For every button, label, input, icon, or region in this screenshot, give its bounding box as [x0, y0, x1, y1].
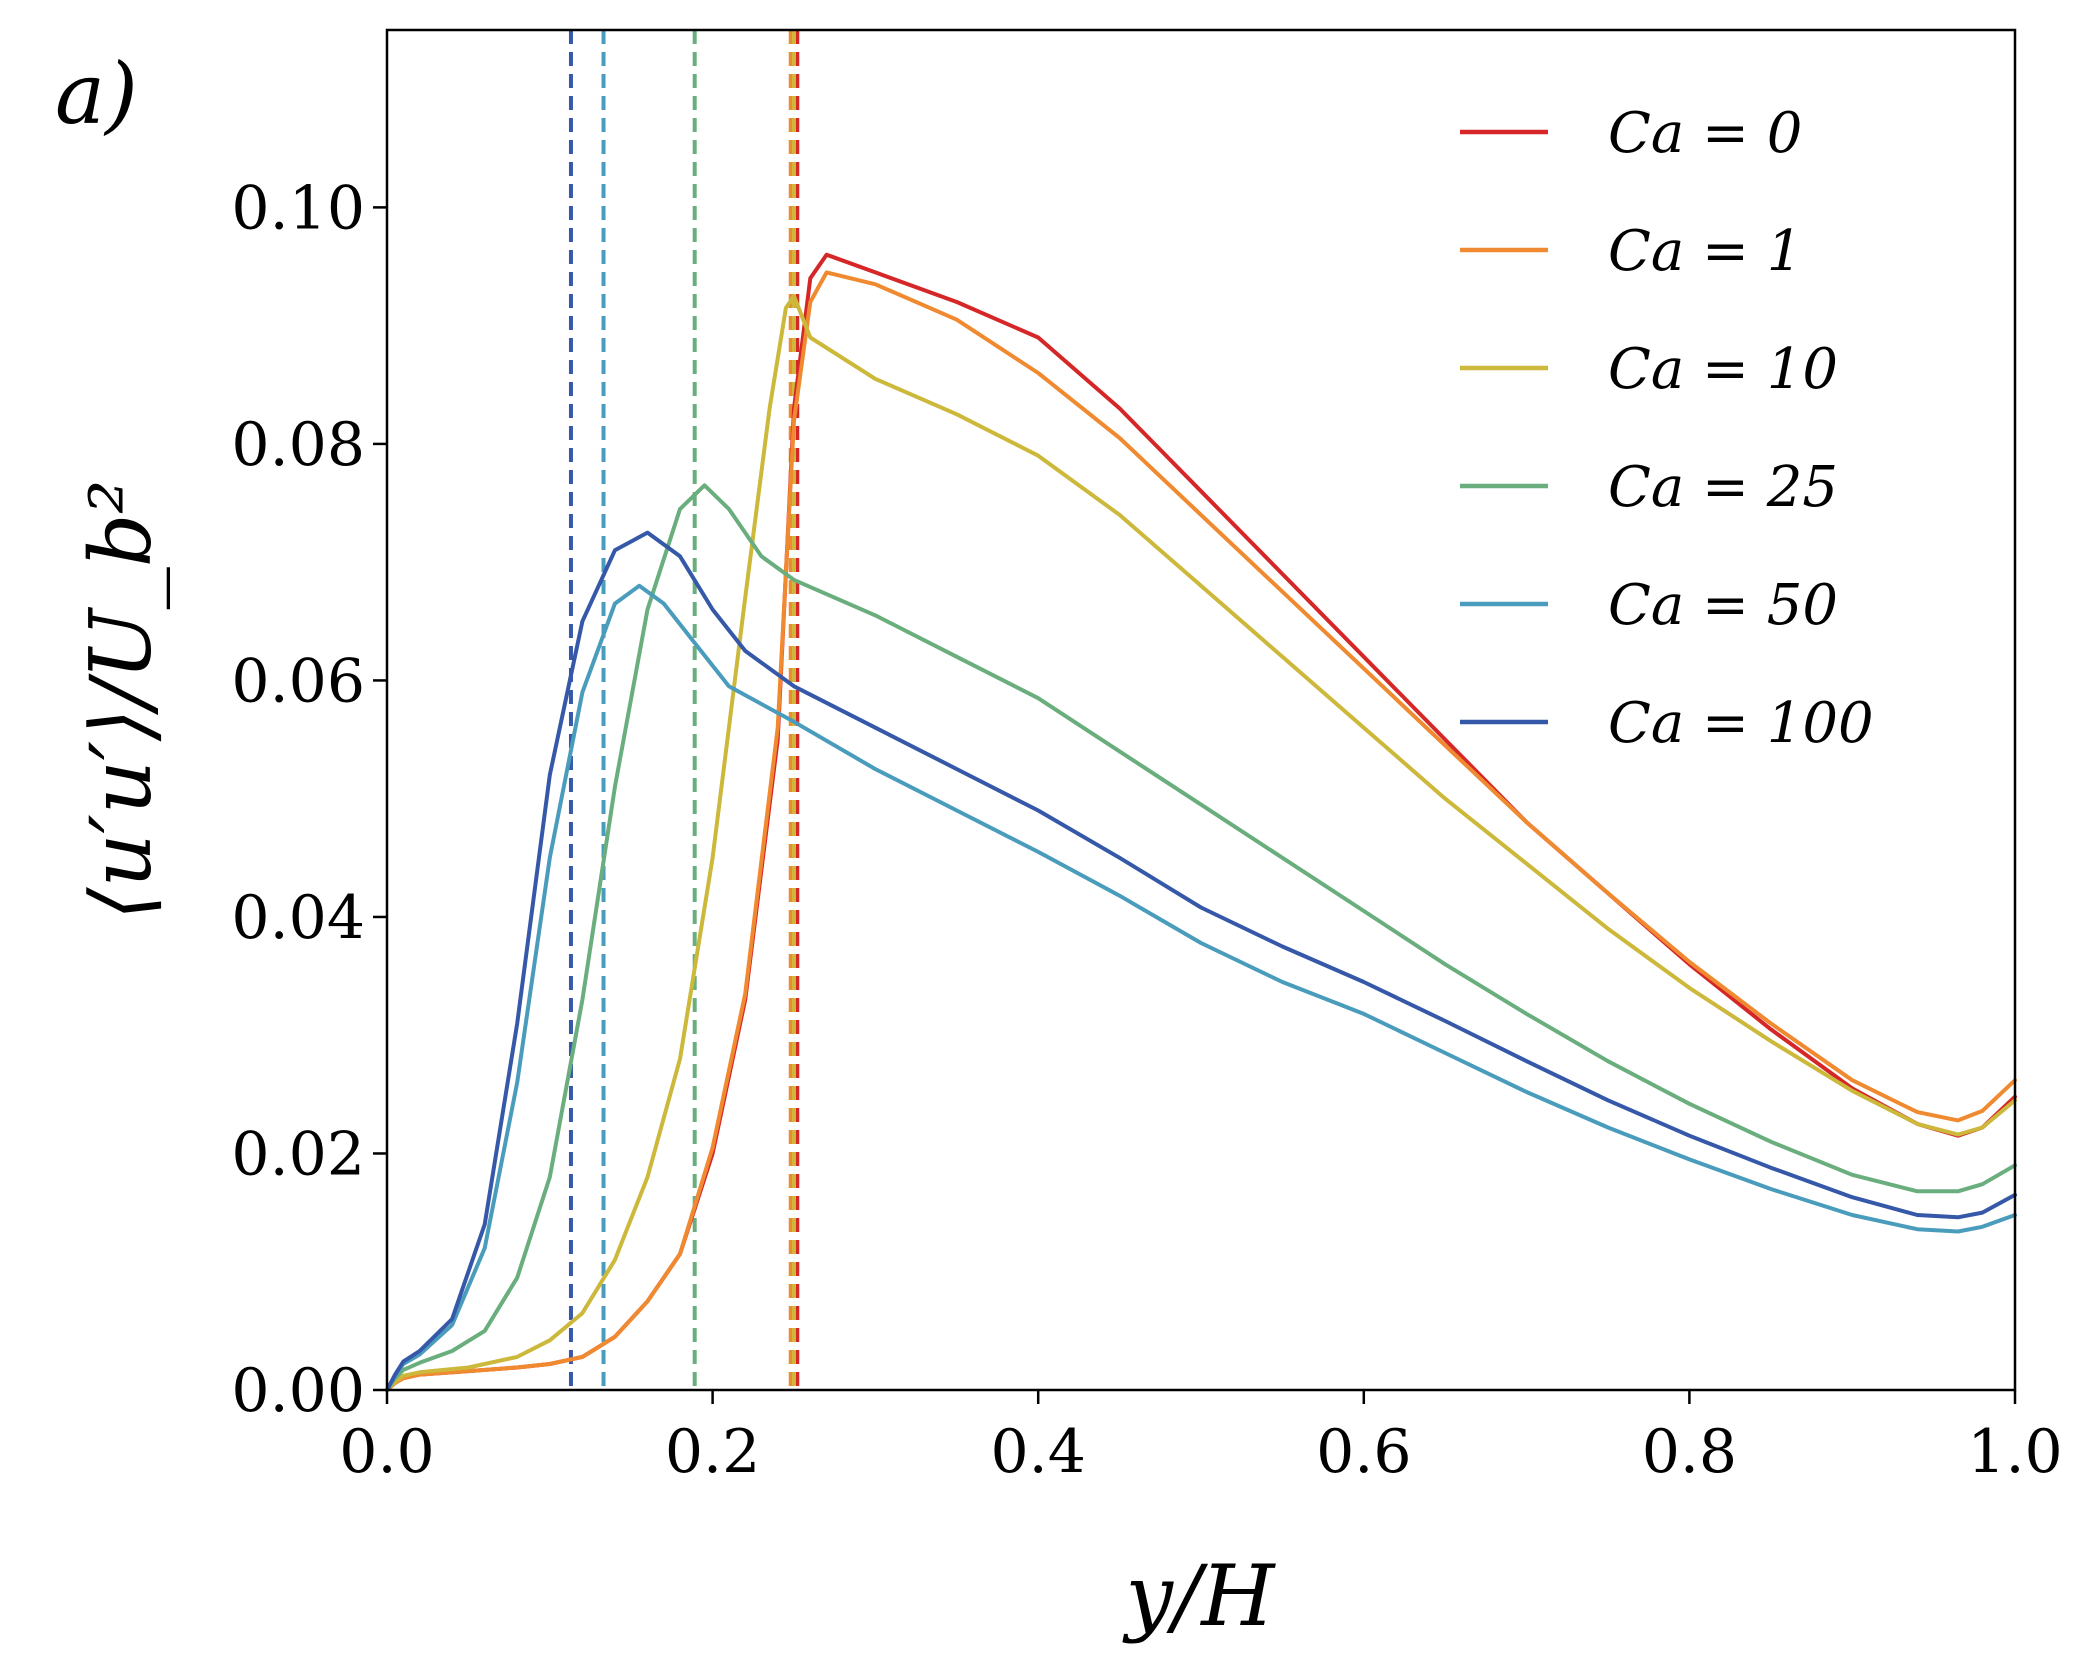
legend-label: Ca = 10	[1608, 337, 1838, 402]
panel-label: a)	[55, 45, 138, 143]
series-line-ca-1	[385, 270, 2017, 1392]
x-tick-label: 0.0	[339, 1417, 434, 1487]
series-line-ca-100	[385, 530, 2017, 1392]
y-tick-label: 0.10	[231, 173, 365, 243]
legend-label: Ca = 0	[1608, 101, 1802, 166]
y-axis-ticks: 0.00 0.02 0.04 0.06 0.08 0.10	[231, 173, 387, 1426]
series-line-ca-25	[385, 483, 2017, 1392]
y-tick-label: 0.02	[231, 1119, 365, 1189]
x-axis-title: y/H	[1121, 1547, 1276, 1645]
legend-label: Ca = 50	[1608, 573, 1838, 638]
y-tick-label: 0.06	[231, 646, 365, 716]
x-tick-label: 0.4	[990, 1417, 1085, 1487]
legend-label: Ca = 1	[1608, 219, 1802, 284]
series-line-ca-50	[385, 583, 2017, 1392]
y-tick-label: 0.08	[231, 410, 365, 480]
plot-frame	[385, 28, 2017, 1392]
x-tick-label: 0.2	[665, 1417, 760, 1487]
x-axis-ticks: 0.0 0.2 0.4 0.6 0.8 1.0	[339, 1390, 2063, 1487]
y-tick-label: 0.04	[231, 883, 365, 953]
x-tick-label: 0.6	[1316, 1417, 1411, 1487]
y-axis-title: ⟨u′u′⟩/U_b²	[72, 480, 170, 920]
x-tick-label: 1.0	[1967, 1417, 2062, 1487]
legend: Ca = 0 Ca = 1 Ca = 10 Ca = 25 Ca = 50 Ca = 10…	[1460, 101, 1874, 756]
reference-dashed-lines	[568, 30, 800, 1390]
series-lines	[385, 252, 2017, 1392]
series-line-ca-10	[385, 294, 2017, 1392]
y-tick-label: 0.00	[231, 1356, 365, 1426]
legend-label: Ca = 25	[1608, 455, 1838, 520]
x-tick-label: 0.8	[1642, 1417, 1737, 1487]
legend-label: Ca = 100	[1608, 691, 1874, 756]
